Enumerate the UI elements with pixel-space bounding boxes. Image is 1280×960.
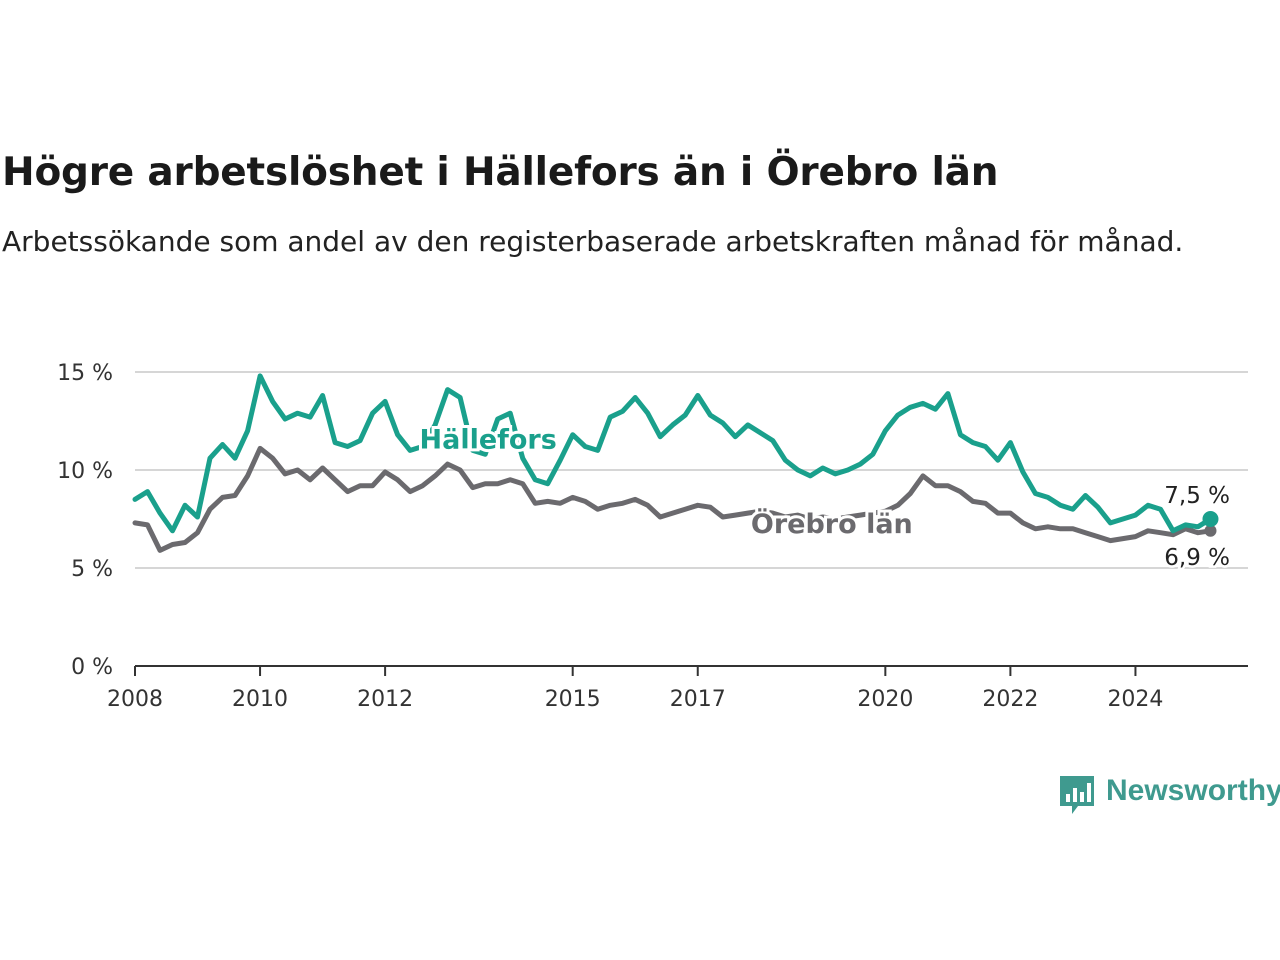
- newsworthy-logo: Newsworthy: [1058, 770, 1280, 820]
- x-tick-label: 2020: [857, 687, 913, 712]
- x-tick-label: 2008: [107, 687, 163, 712]
- y-tick-label: 0 %: [71, 655, 113, 680]
- y-tick-label: 15 %: [57, 361, 113, 386]
- x-tick-label: 2015: [545, 687, 601, 712]
- end-value-label: 7,5 %: [1164, 483, 1230, 509]
- y-axis-ticks: 0 % 5 % 10 % 15 %: [57, 361, 113, 680]
- x-tick-label: 2022: [982, 687, 1038, 712]
- chart-subtitle: Arbetssökande som andel av den registerb…: [2, 225, 1184, 258]
- series-lines: [132, 373, 1219, 553]
- series-end-dot-0: [1202, 511, 1219, 527]
- series-labels: Hällefors Örebro län 7,5 % 6,9 %: [417, 421, 1233, 573]
- series-line-0: [132, 373, 1213, 534]
- x-tick-label: 2010: [232, 687, 288, 712]
- series-end-dot-1: [1204, 524, 1217, 537]
- chart-title: Högre arbetslöshet i Hällefors än i Öreb…: [2, 150, 999, 195]
- series-name-label: Hällefors: [420, 424, 557, 455]
- series-name-label: Örebro län: [751, 507, 913, 540]
- end-value-label: 6,9 %: [1164, 545, 1230, 571]
- x-tick-label: 2024: [1107, 687, 1163, 712]
- brand-name: Newsworthy: [1106, 774, 1280, 807]
- y-tick-label: 10 %: [57, 459, 113, 484]
- x-axis: 2008 2010 2012 2015 2017 2020 2022 2024: [107, 665, 1248, 712]
- x-tick-label: 2012: [357, 687, 413, 712]
- newsworthy-icon: [1060, 776, 1094, 814]
- series-line-1: [132, 445, 1213, 553]
- y-tick-label: 5 %: [71, 557, 113, 582]
- line-chart: 0 %5 %10 %15 % 2008 2010 2012 2015 2017 2020 2…: [57, 361, 1248, 712]
- x-tick-label: 2017: [670, 687, 726, 712]
